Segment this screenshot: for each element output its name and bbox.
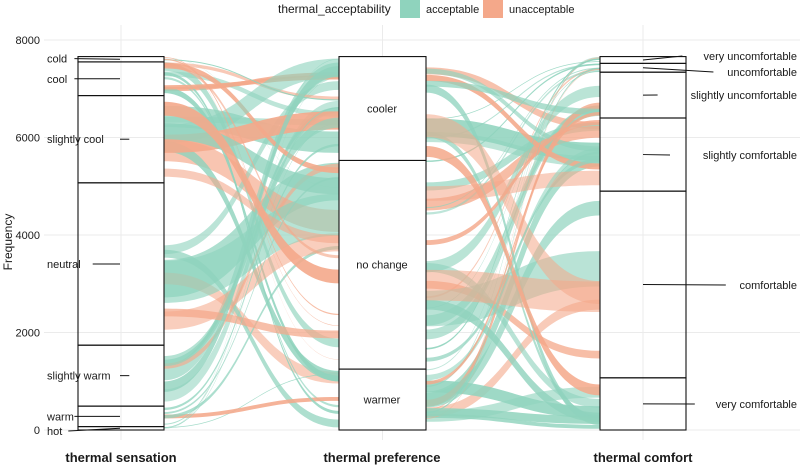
flow-1-2-29 [426, 80, 600, 115]
flow-1-2-13 [426, 61, 600, 120]
flow-1-2-20 [426, 57, 600, 411]
flow-1-2-9 [426, 125, 600, 211]
stratum-label-slightly-warm: slightly warm [47, 371, 111, 383]
flow-0-1-37 [164, 59, 339, 101]
flow-0-1-11 [164, 373, 339, 428]
flow-1-2-35 [426, 300, 600, 423]
flow-0-1-35 [164, 168, 339, 244]
legend-label-unacceptable: unacceptable [509, 4, 574, 16]
stratum-label-very-uncomfortable: very uncomfortable [703, 51, 797, 63]
flow-1-2-4 [426, 280, 600, 359]
stratum-leader-hot [68, 427, 121, 432]
stratum-label-comfortable: comfortable [740, 280, 797, 292]
flow-layer [164, 56, 600, 429]
flow-0-1-41 [164, 123, 339, 195]
flow-1-2-38 [426, 114, 600, 305]
flow-0-1-36 [164, 308, 339, 339]
axis-title-thermal-sensation: thermal sensation [65, 450, 176, 465]
flow-1-2-14 [426, 68, 600, 152]
stratum-leader-very-uncomfortable [642, 55, 683, 61]
stratum-label-uncomfortable: uncomfortable [727, 67, 797, 79]
flow-1-2-40 [426, 269, 600, 313]
stratum-leader-comfortable [642, 283, 726, 286]
stratum-warmer [338, 368, 427, 431]
flow-0-1-43 [164, 66, 339, 392]
stratum-label-slightly-uncomfortable: slightly uncomfortable [691, 90, 797, 102]
flow-1-2-27 [426, 74, 600, 170]
flow-0-1-44 [164, 63, 339, 259]
flow-1-2-32 [426, 158, 600, 362]
flow-1-2-45 [426, 408, 600, 424]
flow-0-1-22 [164, 57, 339, 188]
flow-0-1-27 [164, 62, 339, 174]
flow-1-2-44 [426, 69, 600, 419]
flow-1-2-43 [426, 111, 600, 385]
flow-0-1-19 [164, 81, 339, 255]
strata-layer [77, 56, 687, 431]
y-tick-label-6000: 6000 [16, 133, 40, 145]
flow-0-1-30 [164, 193, 339, 303]
flow-1-2-17 [426, 63, 600, 163]
flow-1-2-10 [426, 69, 600, 215]
flow-0-1-6 [164, 249, 339, 428]
y-tick-label-4000: 4000 [16, 230, 40, 242]
axis-title-thermal-comfort: thermal comfort [594, 450, 694, 465]
legend-swatch-acceptable [400, 0, 420, 18]
stratum-label-slightly-cool: slightly cool [47, 134, 104, 146]
flow-1-2-31 [426, 63, 600, 139]
stratum-label-neutral: neutral [47, 259, 81, 271]
flow-1-2-36 [426, 170, 600, 201]
flow-1-2-11 [426, 67, 600, 209]
axis-title-thermal-preference: thermal preference [323, 450, 440, 465]
flow-0-1-15 [164, 396, 339, 419]
flow-0-1-18 [164, 246, 339, 419]
stratum-cold [77, 56, 165, 63]
stratum-label-hot: hot [47, 426, 62, 438]
legend-label-acceptable: acceptable [426, 4, 479, 16]
flow-0-1-29 [164, 143, 339, 411]
stratum-label-cold: cold [47, 54, 67, 66]
y-tick-label-2000: 2000 [16, 328, 40, 340]
flow-1-2-2 [426, 58, 600, 388]
flow-1-2-30 [426, 263, 600, 408]
stratum-label-warmer: warmer [363, 395, 401, 407]
stratum-label-cool: cool [47, 74, 67, 86]
stratum-very-uncomfortable [599, 56, 687, 64]
legend-title: thermal_acceptability [278, 2, 391, 16]
flow-0-1-5 [164, 272, 339, 384]
flow-0-1-40 [164, 107, 339, 425]
stratum-no-change [338, 159, 427, 370]
flow-1-2-8 [426, 118, 600, 161]
y-tick-label-0: 0 [34, 425, 40, 437]
stratum-label-warm: warm [46, 411, 74, 423]
flow-1-2-39 [426, 146, 600, 396]
flow-1-2-7 [426, 122, 600, 191]
stratum-leader-cold [74, 58, 121, 60]
flow-0-1-39 [164, 176, 339, 415]
stratum-leader-uncomfortable [642, 67, 714, 73]
stratum-cooler [338, 56, 427, 161]
flow-1-2-42 [426, 148, 600, 381]
label-layer: 0 2000 4000 6000 8000 thermal sensation therma… [16, 35, 797, 465]
flow-1-2-37 [426, 84, 600, 426]
stratum-label-no-change: no change [356, 260, 407, 272]
legend: thermal_acceptability acceptable unaccep… [278, 0, 574, 18]
flow-1-2-41 [426, 67, 600, 414]
legend-swatch-unacceptable [483, 0, 503, 18]
y-axis-label: Frequency [1, 214, 15, 271]
flow-0-1-17 [164, 62, 339, 381]
stratum-label-slightly-comfortable: slightly comfortable [703, 150, 797, 162]
flow-0-1-31 [164, 123, 339, 428]
y-tick-label-8000: 8000 [16, 35, 40, 47]
flow-0-1-45 [164, 101, 339, 284]
stratum-label-very-comfortable: very comfortable [716, 399, 797, 411]
flow-0-1-34 [164, 117, 339, 367]
stratum-label-cooler: cooler [367, 103, 397, 115]
